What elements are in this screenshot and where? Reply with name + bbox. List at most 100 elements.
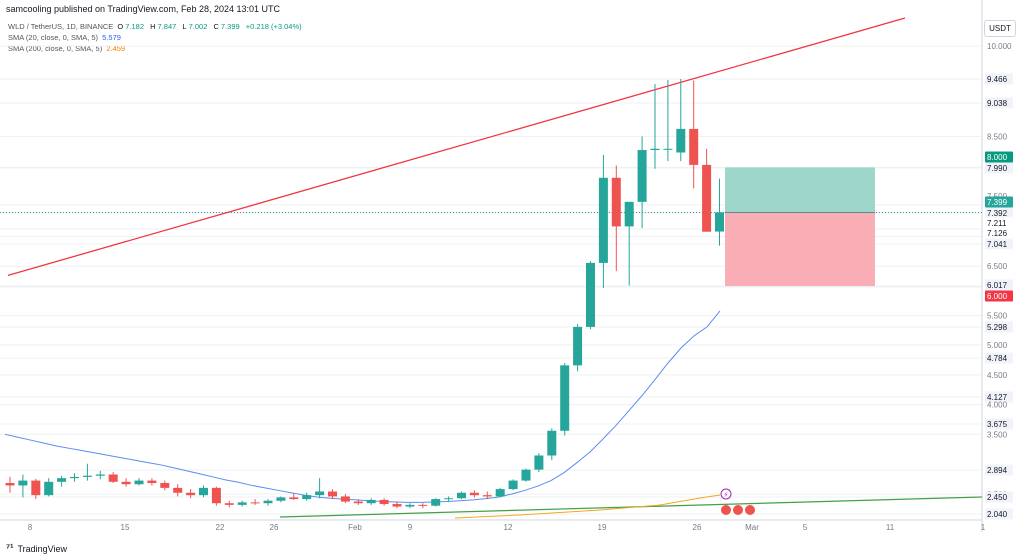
candle bbox=[444, 496, 454, 502]
sma200-label: SMA (200, close, 0, SMA, 5) bbox=[8, 44, 103, 53]
price-label-bg bbox=[985, 97, 1013, 109]
price-label-bg bbox=[985, 418, 1013, 430]
price-label: 7.041 bbox=[985, 238, 1013, 250]
candle-body bbox=[624, 201, 634, 227]
tradingview-brand: TradingView bbox=[17, 543, 67, 554]
candle bbox=[702, 148, 712, 232]
price-label-text: 4.500 bbox=[987, 371, 1008, 380]
price-label: 2.894 bbox=[985, 464, 1013, 476]
price-label-text: 4.784 bbox=[987, 354, 1008, 363]
symbol-label: WLD / TetherUS, 1D, BINANCE bbox=[8, 22, 114, 31]
price-label-text: 8.000 bbox=[987, 153, 1008, 162]
ohlc-open: O 7.182 bbox=[117, 22, 145, 31]
candle bbox=[108, 472, 118, 484]
candle bbox=[186, 489, 196, 499]
candle bbox=[431, 498, 441, 507]
candle-body bbox=[263, 500, 273, 504]
candle-body bbox=[160, 483, 170, 488]
candle bbox=[663, 79, 673, 162]
sma20-value: 5.579 bbox=[102, 33, 121, 42]
time-label: 22 bbox=[216, 523, 225, 532]
price-label-text: 5.000 bbox=[987, 341, 1008, 350]
time-label: 5 bbox=[803, 523, 808, 532]
price-label-text: 6.000 bbox=[987, 292, 1008, 301]
currency-button[interactable]: USDT bbox=[984, 20, 1016, 37]
candle bbox=[147, 478, 157, 486]
candle-body bbox=[173, 487, 183, 493]
candle-body bbox=[676, 128, 686, 153]
candle bbox=[160, 480, 170, 491]
candle-body bbox=[31, 480, 41, 496]
lightning-icon bbox=[720, 488, 732, 500]
candle bbox=[82, 463, 92, 481]
event-icons: ⚡ bbox=[720, 488, 755, 515]
candle bbox=[302, 492, 312, 501]
candle-body bbox=[108, 474, 118, 482]
price-label: 7.126 bbox=[985, 227, 1013, 239]
price-label: 6.000 bbox=[985, 290, 1013, 302]
candle bbox=[676, 79, 686, 162]
candle-body bbox=[586, 262, 595, 327]
flag-icon bbox=[733, 505, 743, 515]
price-label-bg bbox=[985, 217, 1013, 229]
candle bbox=[573, 324, 583, 372]
price-label-bg bbox=[985, 196, 1013, 208]
price-label: 5.000 bbox=[987, 341, 1008, 350]
profit-zone bbox=[725, 167, 875, 213]
price-label-text: 6.017 bbox=[987, 281, 1008, 290]
candle bbox=[482, 491, 492, 500]
candle-body bbox=[521, 469, 531, 481]
price-label-text: 7.399 bbox=[987, 198, 1008, 207]
candle-body bbox=[650, 148, 660, 151]
price-label-text: 5.298 bbox=[987, 323, 1008, 332]
price-label: 3.500 bbox=[987, 430, 1008, 439]
candle-body bbox=[82, 475, 92, 477]
price-label: 6.500 bbox=[987, 262, 1008, 271]
price-label-text: 9.466 bbox=[987, 75, 1008, 84]
price-label-text: 4.127 bbox=[987, 393, 1008, 402]
price-label-text: 3.500 bbox=[987, 430, 1008, 439]
candle bbox=[353, 499, 363, 505]
candle-body bbox=[663, 148, 673, 150]
price-label-bg bbox=[985, 151, 1013, 163]
candle-body bbox=[611, 177, 621, 227]
price-label-bg bbox=[985, 321, 1013, 333]
price-label-text: 3.675 bbox=[987, 420, 1008, 429]
candle bbox=[469, 490, 479, 498]
candle-body bbox=[315, 491, 325, 496]
candle-body bbox=[302, 495, 312, 500]
price-label: 5.298 bbox=[985, 321, 1013, 333]
price-label-bg bbox=[985, 391, 1013, 403]
candle-body bbox=[702, 164, 712, 232]
price-label-text: 7.211 bbox=[987, 219, 1007, 228]
candle-body bbox=[560, 365, 570, 431]
price-label-bg bbox=[985, 491, 1013, 503]
candle-body bbox=[340, 496, 350, 502]
publisher-header: samcooling published on TradingView.com,… bbox=[6, 4, 280, 14]
time-label: 12 bbox=[504, 523, 513, 532]
candle-body bbox=[715, 212, 724, 232]
price-label: 5.500 bbox=[987, 311, 1008, 320]
candle-body bbox=[444, 498, 454, 500]
ohlc-close: C 7.399 bbox=[213, 22, 240, 31]
candle bbox=[211, 486, 221, 506]
candle-body bbox=[186, 492, 196, 496]
candle-body bbox=[547, 430, 557, 456]
candle bbox=[611, 165, 621, 272]
sma200-row: SMA (200, close, 0, SMA, 5) 2.459 bbox=[8, 43, 304, 54]
candle-body bbox=[289, 497, 299, 500]
resistance-trendline bbox=[7, 17, 906, 277]
lightning-glyph: ⚡ bbox=[724, 491, 729, 499]
candle-body bbox=[379, 499, 389, 505]
tradingview-logo-icon: ⁷¹ bbox=[6, 543, 14, 554]
change-value: +0.218 (+3.04%) bbox=[245, 22, 302, 31]
price-label-bg bbox=[985, 290, 1013, 302]
candle bbox=[586, 261, 595, 330]
candle-body bbox=[44, 481, 54, 496]
candle-body bbox=[211, 487, 221, 504]
price-label-text: 5.500 bbox=[987, 311, 1008, 320]
flag-icon bbox=[745, 505, 755, 515]
price-label: 4.784 bbox=[985, 352, 1013, 364]
price-label-text: 7.041 bbox=[987, 240, 1008, 249]
